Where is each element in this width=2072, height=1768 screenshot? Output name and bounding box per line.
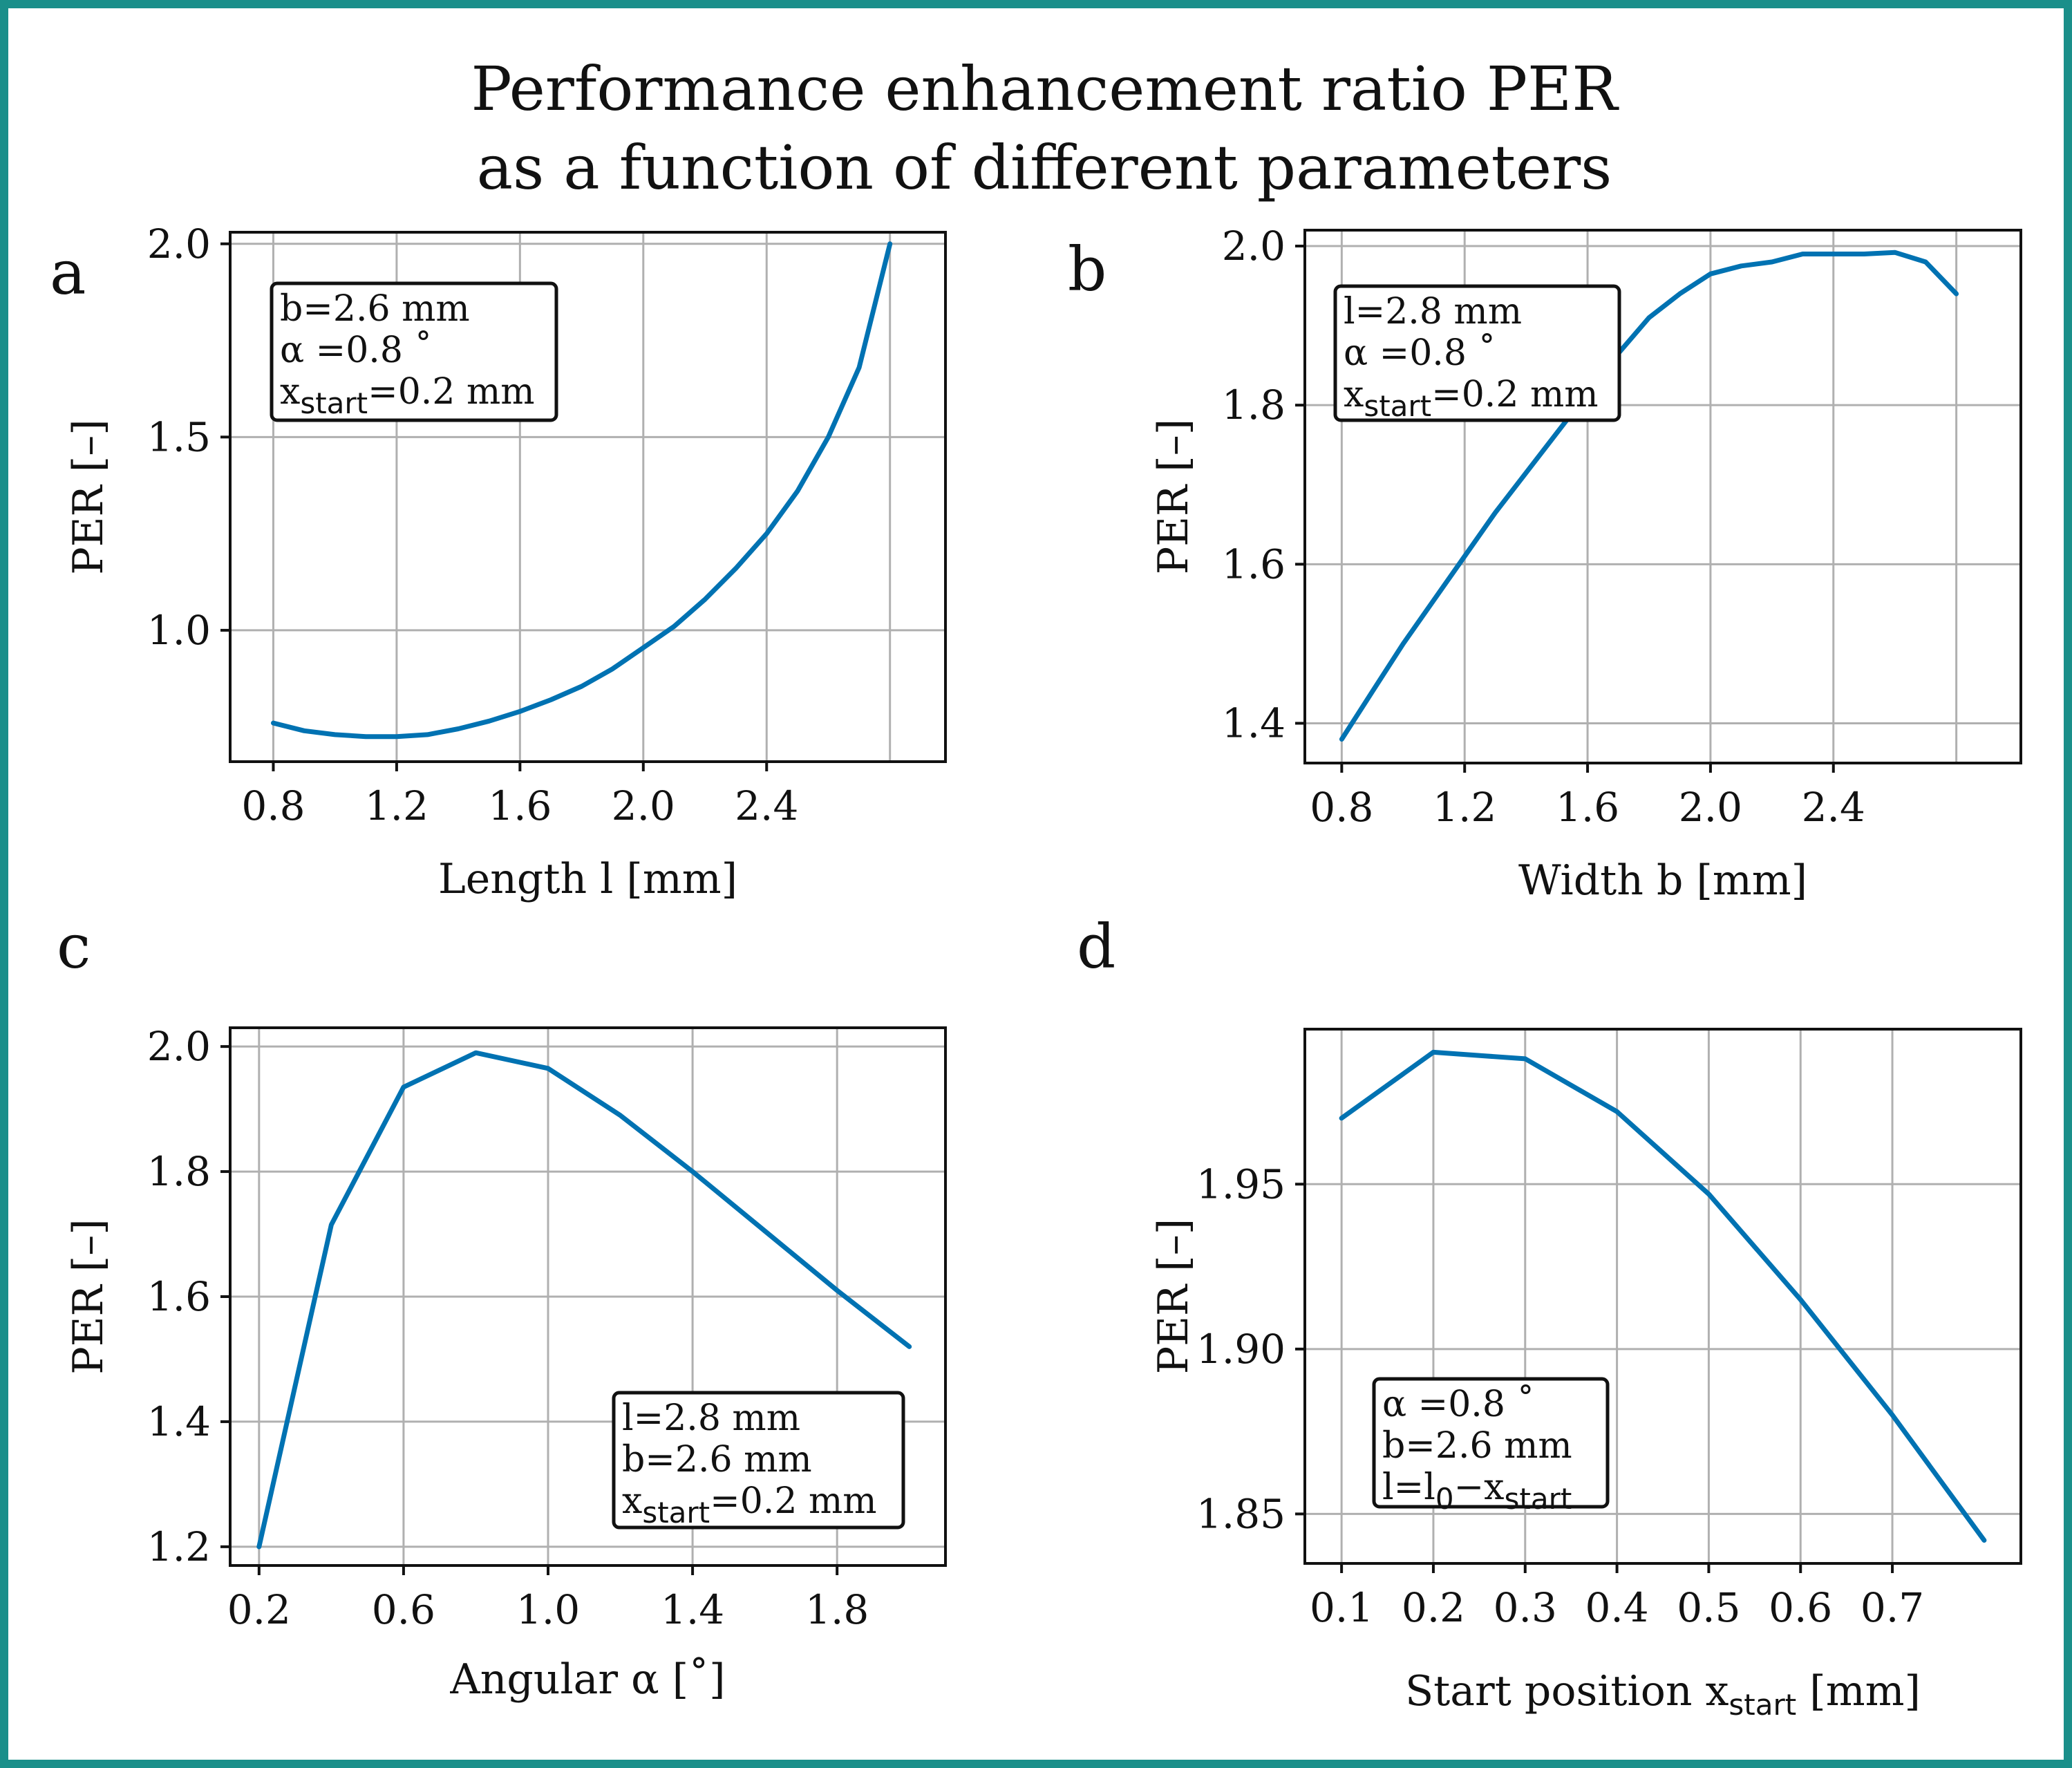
series-line-d-0 xyxy=(1339,1049,1987,1543)
figure-title: Performance enhancement ratio PER as a f… xyxy=(8,50,2072,207)
series-line-b-0 xyxy=(1339,250,1959,742)
y-tick-label-c-3: 1.8 xyxy=(147,1148,211,1195)
figure-title-line-1: Performance enhancement ratio PER xyxy=(471,53,1618,124)
y-axis-label-a: PER [–] xyxy=(64,419,113,574)
chart-panel-a: 0.8 1.2 1.6 2.0 2.4 1.0 1.5 2.0 Length l [mm] PER… xyxy=(50,220,947,903)
x-tick-label-b-4: 2.4 xyxy=(1802,784,1865,831)
plot-frame-a xyxy=(229,231,947,763)
y-tick-label-b-0: 1.4 xyxy=(1222,699,1285,746)
x-axis-label-d: Start position xstart [mm] xyxy=(1405,1667,1921,1722)
annotation-line-d-2: l=l0−xstart xyxy=(1382,1467,1572,1516)
chart-panel-d: 0.1 0.2 0.3 0.4 0.5 0.6 0.7 1.85 1.90 1.95 Start p… xyxy=(1077,911,2022,1722)
y-tick-label-b-1: 1.6 xyxy=(1222,540,1285,587)
chart-panel-c: 0.2 0.6 1.0 1.4 1.8 1.2 1.4 1.6 1.8 2.0 Angular α … xyxy=(57,911,947,1704)
x-tick-label-a-3: 2.0 xyxy=(612,782,675,829)
y-tick-label-c-2: 1.6 xyxy=(147,1273,211,1320)
annotation-line-d-1: b=2.6 mm xyxy=(1382,1425,1572,1467)
series-line-c-0 xyxy=(256,1050,912,1550)
panel-letter-c: c xyxy=(57,911,91,982)
x-tick-label-c-4: 1.8 xyxy=(805,1586,869,1633)
panel-letter-b: b xyxy=(1068,234,1106,305)
annotation-box-c xyxy=(612,1391,905,1530)
y-tick-label-c-4: 2.0 xyxy=(147,1023,211,1070)
x-tick-label-a-4: 2.4 xyxy=(735,782,798,829)
y-tick-label-d-2: 1.95 xyxy=(1196,1160,1285,1207)
annotation-line-a-0: b=2.6 mm xyxy=(280,288,470,330)
annotation-box-b xyxy=(1333,284,1621,422)
y-tick-label-c-1: 1.4 xyxy=(147,1398,211,1445)
y-axis-label-c: PER [–] xyxy=(64,1219,113,1374)
x-axis-label-c: Angular α [˚] xyxy=(449,1655,725,1704)
annotation-box-a xyxy=(270,281,558,422)
annotation-box-d xyxy=(1372,1377,1610,1509)
x-tick-label-d-1: 0.2 xyxy=(1402,1584,1465,1631)
x-tick-label-a-0: 0.8 xyxy=(241,782,305,829)
x-tick-label-b-0: 0.8 xyxy=(1310,784,1373,831)
annotation-line-d-0: α =0.8 ˚ xyxy=(1382,1384,1534,1425)
x-tick-label-b-2: 1.6 xyxy=(1556,784,1619,831)
annotation-line-b-2: xstart=0.2 mm xyxy=(1344,374,1599,423)
annotation-line-a-1: α =0.8 ˚ xyxy=(280,330,432,371)
y-tick-label-b-3: 2.0 xyxy=(1222,223,1285,270)
figure-title-line-2: as a function of different parameters xyxy=(476,132,1612,203)
annotation-line-c-2: xstart=0.2 mm xyxy=(622,1480,877,1530)
y-tick-label-d-0: 1.85 xyxy=(1196,1490,1285,1537)
annotation-line-c-1: b=2.6 mm xyxy=(622,1439,812,1480)
panel-letter-a: a xyxy=(50,237,86,308)
panel-letter-d: d xyxy=(1077,911,1115,982)
y-tick-label-c-0: 1.2 xyxy=(147,1523,211,1570)
x-tick-label-d-5: 0.6 xyxy=(1769,1584,1832,1631)
x-tick-label-a-1: 1.2 xyxy=(365,782,428,829)
x-axis-label-a: Length l [mm] xyxy=(438,855,737,903)
plot-frame-d xyxy=(1303,1028,2022,1565)
x-tick-label-a-2: 1.6 xyxy=(488,782,552,829)
y-axis-label-b: PER [–] xyxy=(1149,419,1198,574)
x-tick-label-c-3: 1.4 xyxy=(661,1586,724,1633)
series-line-a-0 xyxy=(271,241,893,740)
y-tick-label-b-2: 1.8 xyxy=(1222,382,1285,429)
x-tick-label-d-4: 0.5 xyxy=(1677,1584,1740,1631)
annotation-line-c-0: l=2.8 mm xyxy=(622,1398,800,1439)
x-tick-label-b-3: 2.0 xyxy=(1679,784,1742,831)
x-tick-label-d-6: 0.7 xyxy=(1861,1584,1924,1631)
x-tick-label-b-1: 1.2 xyxy=(1433,784,1496,831)
y-axis-label-d: PER [–] xyxy=(1149,1219,1198,1374)
y-tick-label-a-1: 1.5 xyxy=(147,413,211,460)
x-tick-label-d-2: 0.3 xyxy=(1494,1584,1557,1631)
y-tick-label-a-0: 1.0 xyxy=(147,607,211,654)
x-tick-label-c-0: 0.2 xyxy=(227,1586,291,1633)
y-tick-label-a-2: 2.0 xyxy=(147,220,211,267)
x-tick-label-c-2: 1.0 xyxy=(516,1586,580,1633)
x-axis-label-b: Width b [mm] xyxy=(1518,856,1807,905)
x-tick-label-d-3: 0.4 xyxy=(1585,1584,1648,1631)
y-tick-label-d-1: 1.90 xyxy=(1196,1326,1285,1373)
annotation-line-b-1: α =0.8 ˚ xyxy=(1344,332,1496,374)
chart-panel-b: 0.8 1.2 1.6 2.0 2.4 1.4 1.6 1.8 2.0 Width b [mm] P… xyxy=(1068,223,2022,905)
annotation-line-b-0: l=2.8 mm xyxy=(1344,291,1522,332)
x-tick-label-d-0: 0.1 xyxy=(1310,1584,1373,1631)
x-tick-label-c-1: 0.6 xyxy=(372,1586,435,1633)
annotation-line-a-2: xstart=0.2 mm xyxy=(280,371,535,420)
plot-frame-b xyxy=(1303,229,2022,764)
